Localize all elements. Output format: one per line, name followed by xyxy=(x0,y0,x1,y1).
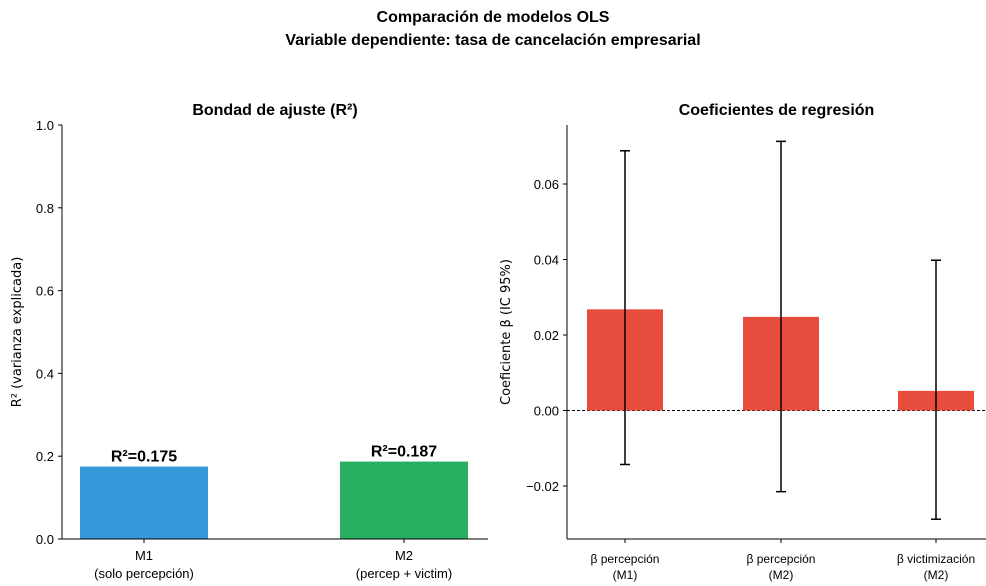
bar-2 xyxy=(340,461,468,539)
x-tick-sublabel: (M2) xyxy=(769,568,794,582)
y-tick-label: 0.00 xyxy=(534,404,559,419)
y-tick-label: 0.8 xyxy=(36,201,54,216)
suptitle-line1: Comparación de modelos OLS xyxy=(376,9,610,26)
y-tick-label: 0.02 xyxy=(534,328,559,343)
y-tick-label: 0.6 xyxy=(36,284,54,299)
data-label-2: R²=0.187 xyxy=(371,444,437,461)
x-tick-label: β victimización xyxy=(897,552,975,566)
y-tick-label: 0.06 xyxy=(534,177,559,192)
y-axis-label: Coeficiente β (IC 95%) xyxy=(499,259,514,405)
y-tick-label: 0.4 xyxy=(36,366,54,381)
x-tick-sublabel: (percep + victim) xyxy=(356,566,452,581)
chart2-title: Coeficientes de regresión xyxy=(679,102,875,119)
y-tick-label: 0.04 xyxy=(534,253,559,268)
x-tick-label: M1 xyxy=(135,548,153,563)
coef-chart: Coeficientes de regresión −0.02 0.00 0.02 0.… xyxy=(499,102,986,582)
y-tick-label: 0.0 xyxy=(36,532,54,547)
x-tick-sublabel: (solo percepción) xyxy=(94,566,194,581)
y-tick-label: 0.2 xyxy=(36,449,54,464)
data-label-1: R²=0.175 xyxy=(111,449,177,466)
y-tick-label: 1.0 xyxy=(36,118,54,133)
x-tick-label: M2 xyxy=(395,548,413,563)
x-tick-sublabel: (M2) xyxy=(924,568,949,582)
bar-1 xyxy=(80,466,208,539)
r2-chart: Bondad de ajuste (R²) R²=0.175 R²=0.187 0.0… xyxy=(10,102,488,581)
y-tick-label: −0.02 xyxy=(526,479,559,494)
x-tick-label: β percepción xyxy=(747,552,816,566)
suptitle-line2: Variable dependiente: tasa de cancelació… xyxy=(285,32,701,49)
x-tick-label: β percepción xyxy=(591,552,660,566)
x-tick-sublabel: (M1) xyxy=(613,568,638,582)
chart1-title: Bondad de ajuste (R²) xyxy=(192,102,357,119)
y-axis-label: R² (varianza explicada) xyxy=(10,257,25,408)
